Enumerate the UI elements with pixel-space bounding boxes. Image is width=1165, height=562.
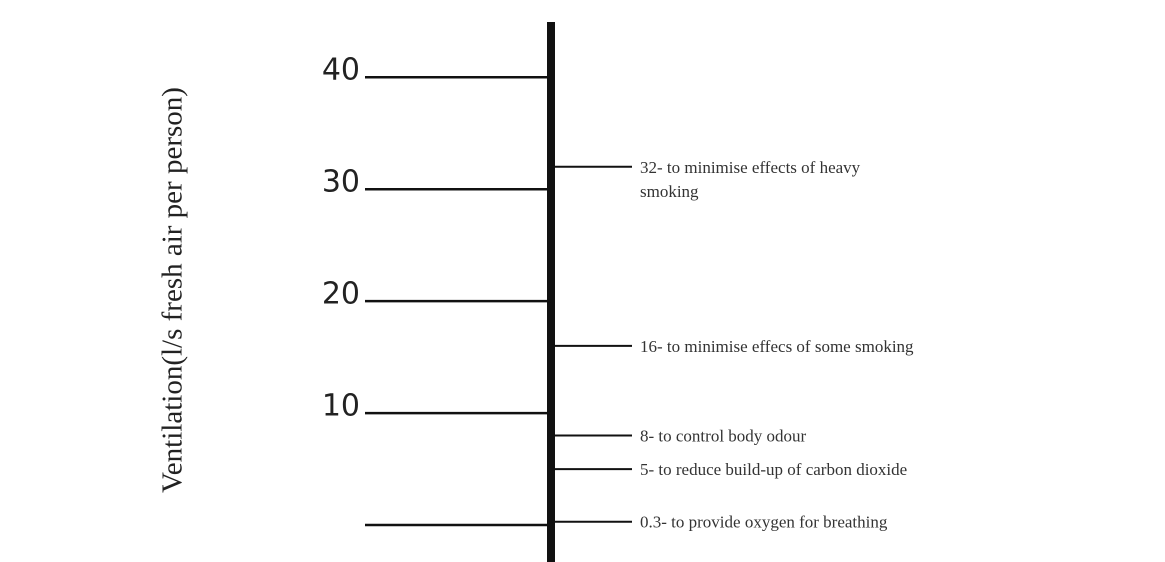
y-tick-label: 10 [322, 389, 360, 424]
annotation-line: 8- to control body odour [640, 426, 807, 445]
annotation-label: 0.3- to provide oxygen for breathing [640, 513, 888, 532]
annotation-line: 0.3- to provide oxygen for breathing [640, 513, 888, 532]
annotation-label: 32- to minimise effects of heavy smoking [640, 158, 861, 201]
y-tick-label: 20 [322, 277, 360, 312]
annotation-label: 16- to minimise effecs of some smoking [640, 337, 914, 356]
y-tick-label: 40 [322, 53, 360, 88]
annotation-line: smoking [640, 182, 699, 201]
y-axis-label: Ventilation(l/s fresh air per person) [157, 87, 189, 493]
annotation-line: 5- to reduce build-up of carbon dioxide [640, 460, 907, 479]
annotation-line: 16- to minimise effecs of some smoking [640, 337, 914, 356]
annotation-label: 8- to control body odour [640, 426, 807, 445]
y-tick-label: 30 [322, 165, 360, 200]
annotation-line: 32- to minimise effects of heavy [640, 158, 861, 177]
annotation-label: 5- to reduce build-up of carbon dioxide [640, 460, 907, 479]
